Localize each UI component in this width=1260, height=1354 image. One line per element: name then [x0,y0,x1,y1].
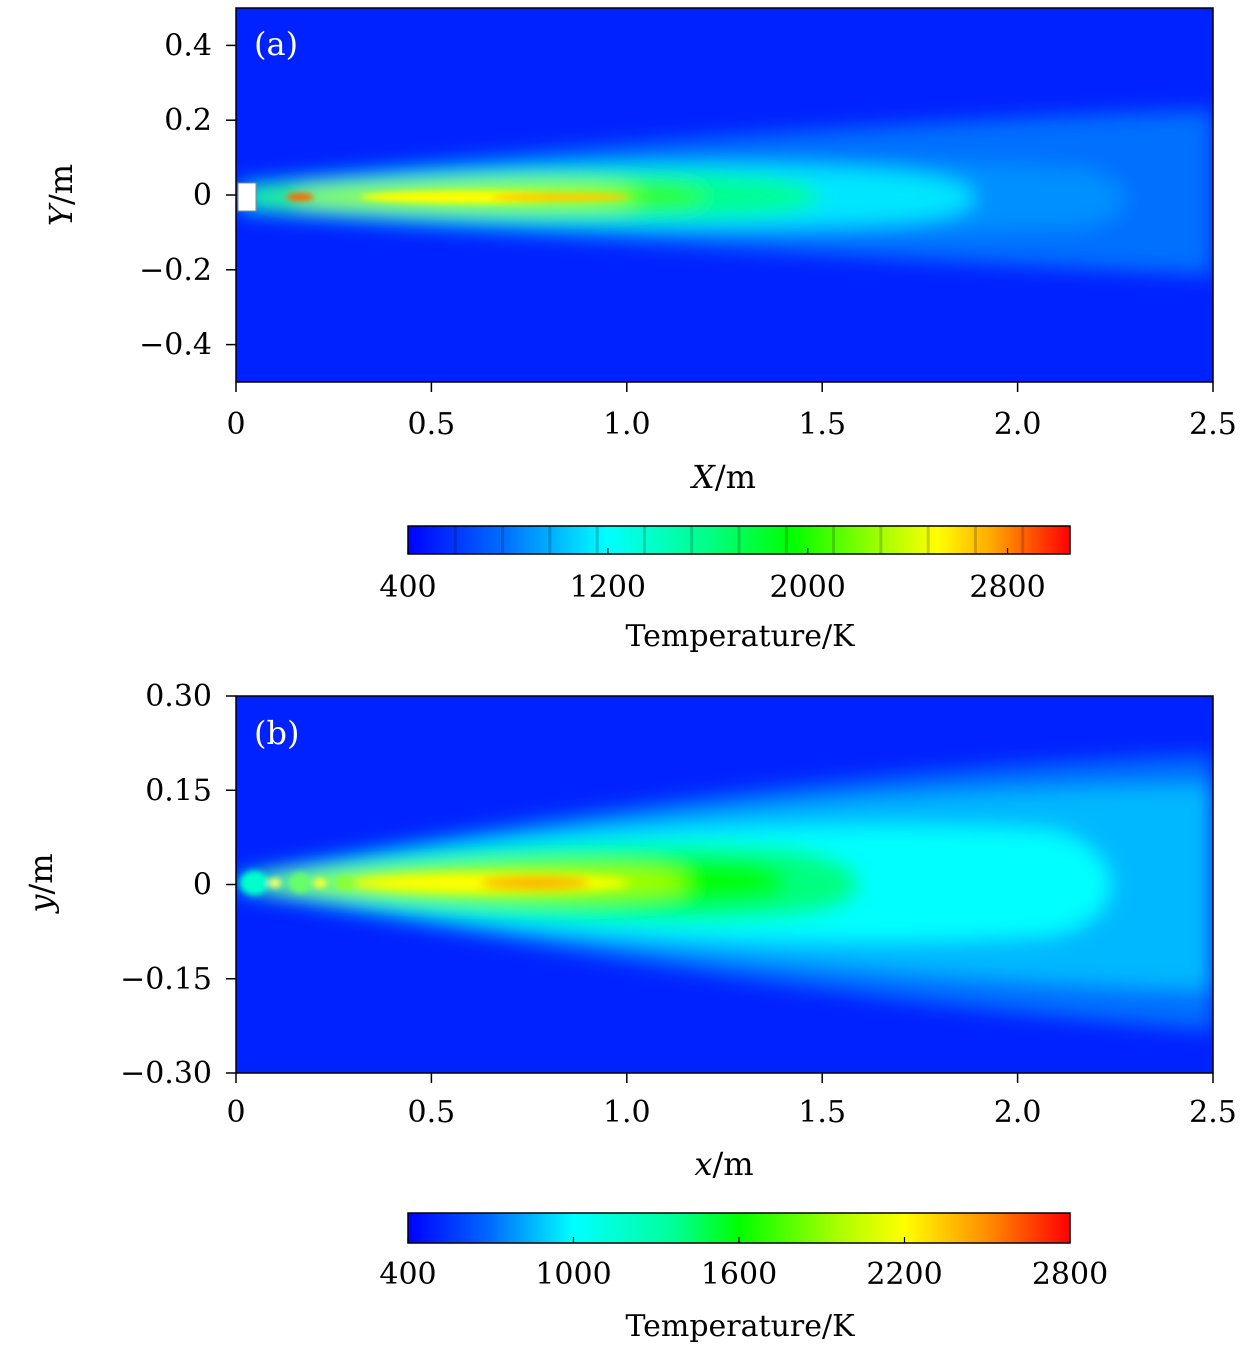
panel-b-nozzle-cells [240,871,353,895]
panel-a-nozzle-marker [237,182,257,212]
panel-a-label: (a) [254,25,298,63]
y-tick-label: 0.4 [164,28,212,63]
panel-b-heatmap [236,696,1213,1073]
panel-a-y-ticks: 0.4 0.2 0 −0.2 −0.4 [139,28,236,363]
colorbar-b-label: Temperature/K [625,1309,855,1344]
panel-b-core [350,873,630,893]
panel-a-plume [240,110,1213,275]
panel-a-x-ticks: 0 0.5 1.0 1.5 2.0 2.5 [226,382,1237,442]
y-tick-label: −0.15 [120,962,212,997]
panel-b-y-axis-unit: /m [22,853,60,894]
y-tick-label: 0.30 [145,679,212,714]
x-tick-label: 2.5 [1189,407,1237,442]
colorbar-a-level-lines [453,526,1025,554]
x-tick-label: 1.0 [603,1095,651,1130]
panel-a-x-axis-label: X/m [689,458,756,496]
panel-a-y-axis-unit: /m [42,164,80,205]
y-tick-label: 0.15 [145,773,212,808]
panel-b-x-axis-label: x/m [694,1145,753,1183]
colorbar-tick-label: 400 [379,1257,436,1292]
panel-b-x-ticks: 0 0.5 1.0 1.5 2.0 2.5 [226,1073,1237,1130]
x-tick-label: 0.5 [408,407,456,442]
y-tick-label: −0.2 [139,253,212,288]
x-tick-label: 0.5 [408,1095,456,1130]
x-tick-label: 1.5 [798,407,846,442]
x-tick-label: 0 [226,1095,245,1130]
panel-a-heatmap [236,8,1213,382]
panel-a-core [286,191,630,203]
colorbar-a-frame [407,525,1071,555]
y-tick-label: 0 [193,178,212,213]
x-tick-label: 1.0 [603,407,651,442]
colorbar-tick-label: 2800 [969,570,1045,605]
x-tick-label: 2.5 [1189,1095,1237,1130]
panel-b-x-axis-unit: /m [712,1145,753,1183]
panel-b-y-axis-label: y/m [22,853,60,914]
x-tick-label: 0 [226,407,245,442]
colorbar-a-label: Temperature/K [625,619,855,654]
colorbar-tick-label: 2000 [770,570,846,605]
y-tick-label: −0.30 [120,1056,212,1091]
panel-a-y-axis-var: Y [42,202,80,226]
colorbar-a-gradient [408,526,1070,554]
panel-a: (a) 0 0.5 1.0 1.5 2.0 2.5 0.4 0.2 0 −0.2 −0.4 X/m… [42,7,1237,496]
colorbar-tick-label: 1600 [701,1257,777,1292]
colorbar-b: 400 1000 1600 2200 2800 Temperature/K [379,1212,1108,1344]
panel-a-y-axis-label: Y/m [42,164,80,226]
x-tick-label: 2.0 [994,407,1042,442]
colorbar-tick-label: 2800 [1032,1257,1108,1292]
x-tick-label: 2.0 [994,1095,1042,1130]
panel-a-x-axis-unit: /m [715,458,756,496]
y-tick-label: −0.4 [139,328,212,363]
panel-b-y-axis-var: y [22,894,60,915]
colorbar-b-ticks: 400 1000 1600 2200 2800 [379,1237,1108,1292]
y-tick-label: 0 [193,868,212,903]
panel-a-x-axis-var: X [689,458,716,496]
y-tick-label: 0.2 [164,103,212,138]
colorbar-a: 400 1200 2000 2800 Temperature/K [379,525,1071,654]
colorbar-tick-label: 400 [379,570,436,605]
colorbar-tick-label: 2200 [866,1257,942,1292]
panel-b: (b) 0 0.5 1.0 1.5 2.0 2.5 0.30 0.15 0 −0.15 −0.30… [22,679,1237,1183]
panel-b-x-axis-var: x [694,1145,712,1183]
panel-b-y-ticks: 0.30 0.15 0 −0.15 −0.30 [120,679,236,1091]
colorbar-tick-label: 1000 [535,1257,611,1292]
colorbar-a-ticks: 400 1200 2000 2800 [379,548,1046,605]
panel-b-plume [238,755,1213,1030]
panel-b-label: (b) [254,714,299,752]
x-tick-label: 1.5 [798,1095,846,1130]
colorbar-tick-label: 1200 [570,570,646,605]
